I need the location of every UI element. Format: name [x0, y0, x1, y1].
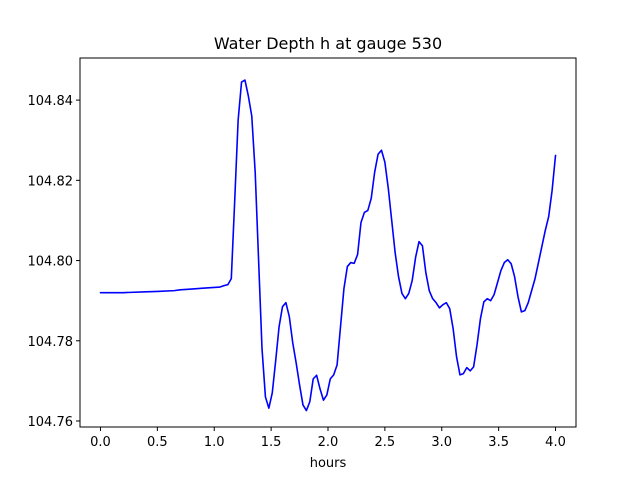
x-tick-label: 0.0 [90, 435, 111, 450]
chart-title: Water Depth h at gauge 530 [214, 34, 442, 53]
x-tick-label: 4.0 [545, 435, 566, 450]
y-tick-label: 104.76 [28, 415, 74, 430]
y-tick-label: 104.82 [28, 174, 74, 189]
series-line-0 [99, 79, 557, 412]
x-axis-ticks: 0.0 0.5 1.0 1.5 2.0 2.5 3.0 3.5 4.0 [90, 427, 566, 450]
x-tick-label: 0.5 [147, 435, 168, 450]
y-tick-label: 104.80 [28, 255, 74, 270]
x-tick-label: 1.0 [204, 435, 225, 450]
x-tick-label: 1.5 [261, 435, 282, 450]
x-tick-label: 3.5 [488, 435, 509, 450]
y-axis-ticks: 104.76 104.78 104.80 104.82 104.84 [28, 94, 80, 430]
x-tick-label: 3.0 [431, 435, 452, 450]
y-tick-label: 104.84 [28, 94, 74, 109]
x-tick-label: 2.5 [375, 435, 396, 450]
y-tick-label: 104.78 [28, 335, 74, 350]
x-tick-label: 2.0 [318, 435, 339, 450]
x-axis-label: hours [310, 456, 347, 471]
